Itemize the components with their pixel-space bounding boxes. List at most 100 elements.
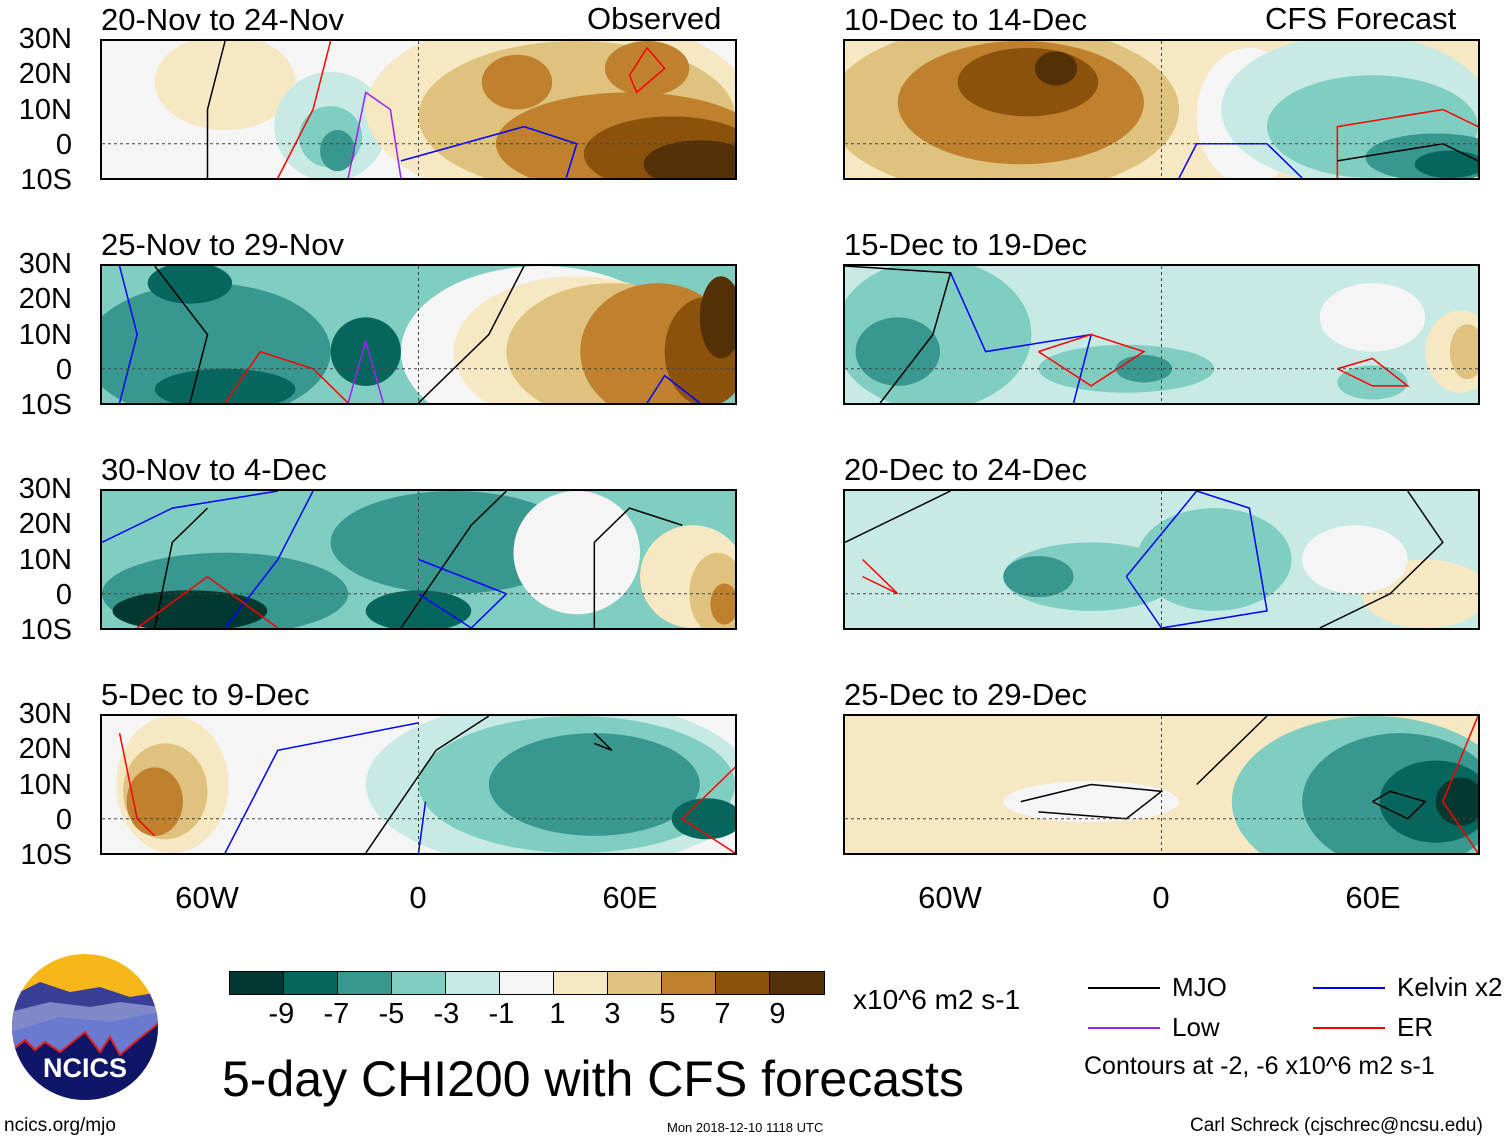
anomaly-region xyxy=(855,317,940,386)
legend-line xyxy=(1088,1027,1160,1029)
contour-line xyxy=(630,48,665,93)
colorbar-swatch xyxy=(554,972,608,994)
colorbar-swatch xyxy=(770,972,824,994)
lat-label: 30N xyxy=(18,473,72,505)
contour-line xyxy=(155,508,208,628)
contour-line xyxy=(951,273,1092,403)
lat-label: 30N xyxy=(18,248,72,280)
contour-line xyxy=(102,491,278,542)
lat-label: 30N xyxy=(18,23,72,55)
anomaly-region xyxy=(1337,365,1408,400)
anomaly-region xyxy=(1115,355,1173,383)
contour-line xyxy=(120,266,138,403)
map-panel xyxy=(843,714,1480,855)
contour-line xyxy=(225,491,313,628)
anomaly-region xyxy=(330,317,401,386)
lat-label: 10N xyxy=(18,318,72,351)
lat-label: 10S xyxy=(20,614,72,646)
colorbar-label: -7 xyxy=(323,998,350,1030)
anomaly-region xyxy=(320,130,356,172)
colorbar-swatch xyxy=(284,972,338,994)
anomaly-region xyxy=(102,283,331,403)
anomaly-region xyxy=(481,54,553,110)
anomaly-region xyxy=(957,47,1099,117)
contour-line xyxy=(594,508,682,628)
legend-label: ER xyxy=(1397,1012,1434,1042)
colorbar-label: -9 xyxy=(268,998,295,1030)
map-panel xyxy=(100,39,737,180)
contour-line xyxy=(419,266,525,403)
lat-label: 10S xyxy=(20,839,72,871)
colorbar-label: 5 xyxy=(659,998,676,1030)
anomaly-region xyxy=(147,266,233,304)
contour-line xyxy=(348,92,401,178)
contour-note: Contours at -2, -6 x10^6 m2 s-1 xyxy=(1084,1052,1435,1080)
map-panel xyxy=(100,489,737,630)
legend-label: MJO xyxy=(1172,972,1227,1002)
legend-line xyxy=(1313,987,1385,989)
ncics-logo: NCICS xyxy=(12,954,158,1100)
colorbar-label: 7 xyxy=(714,998,731,1030)
anomaly-region xyxy=(1136,508,1292,611)
anomaly-region xyxy=(604,41,690,96)
lat-label: 0 xyxy=(55,803,72,836)
colorbar-label: 1 xyxy=(549,998,566,1030)
figure-title: 5-day CHI200 with CFS forecasts xyxy=(222,1051,964,1107)
contour-line xyxy=(1021,785,1162,819)
anomaly-region xyxy=(154,41,296,131)
credit: Carl Schreck (cjschrec@ncsu.edu) xyxy=(1190,1115,1483,1136)
contour-line xyxy=(1337,358,1407,385)
panel-title: 30-Nov to 4-Dec xyxy=(101,452,327,487)
anomaly-region xyxy=(513,491,641,615)
panel-title: 10-Dec to 14-Dec xyxy=(844,2,1087,37)
panel-title: 15-Dec to 19-Dec xyxy=(844,227,1087,262)
observed-header: Observed xyxy=(587,1,722,36)
contour-line xyxy=(419,560,507,629)
contour-line xyxy=(419,802,426,853)
contour-line xyxy=(348,341,383,403)
lon-label: 60E xyxy=(602,880,658,915)
anomaly-region xyxy=(126,767,183,836)
anomaly-region xyxy=(1034,51,1078,86)
legend-line xyxy=(1313,1027,1385,1029)
lat-label: 20N xyxy=(18,58,72,91)
colorbar-swatch xyxy=(500,972,554,994)
anomaly-region xyxy=(699,276,735,359)
colorbar-swatch xyxy=(716,972,770,994)
anomaly-region xyxy=(330,491,577,594)
legend-line xyxy=(1088,987,1160,989)
lon-label: 0 xyxy=(1152,880,1170,915)
contour-line xyxy=(1038,335,1144,386)
panel-title: 20-Dec to 24-Dec xyxy=(844,452,1087,487)
lon-label: 0 xyxy=(409,880,427,915)
contour-line xyxy=(594,733,612,750)
svg-text:NCICS: NCICS xyxy=(43,1053,127,1083)
lon-label: 60W xyxy=(918,880,982,915)
legend-label: Low xyxy=(1172,1012,1220,1042)
colorbar-swatch xyxy=(446,972,500,994)
contour-line xyxy=(1443,716,1478,853)
anomaly-region xyxy=(1435,777,1478,826)
contour-line xyxy=(682,767,735,853)
contour-line xyxy=(120,733,155,836)
lat-label: 0 xyxy=(55,353,72,386)
lat-label: 10N xyxy=(18,768,72,801)
map-panel xyxy=(843,39,1480,180)
contour-line xyxy=(1337,144,1478,161)
forecast-header: CFS Forecast xyxy=(1265,1,1457,36)
colorbar xyxy=(229,971,825,995)
colorbar-swatch xyxy=(608,972,662,994)
map-panel xyxy=(100,264,737,405)
colorbar-swatch xyxy=(392,972,446,994)
anomaly-region xyxy=(1449,324,1478,380)
lon-label: 60W xyxy=(175,880,239,915)
contour-line xyxy=(863,560,898,594)
contour-line xyxy=(137,577,278,628)
panel-title: 20-Nov to 24-Nov xyxy=(101,2,344,37)
footer-url[interactable]: ncics.org/mjo xyxy=(4,1115,116,1136)
lat-label: 20N xyxy=(18,733,72,766)
anomaly-region xyxy=(643,140,735,178)
lat-label: 20N xyxy=(18,283,72,316)
anomaly-region xyxy=(1003,556,1074,598)
